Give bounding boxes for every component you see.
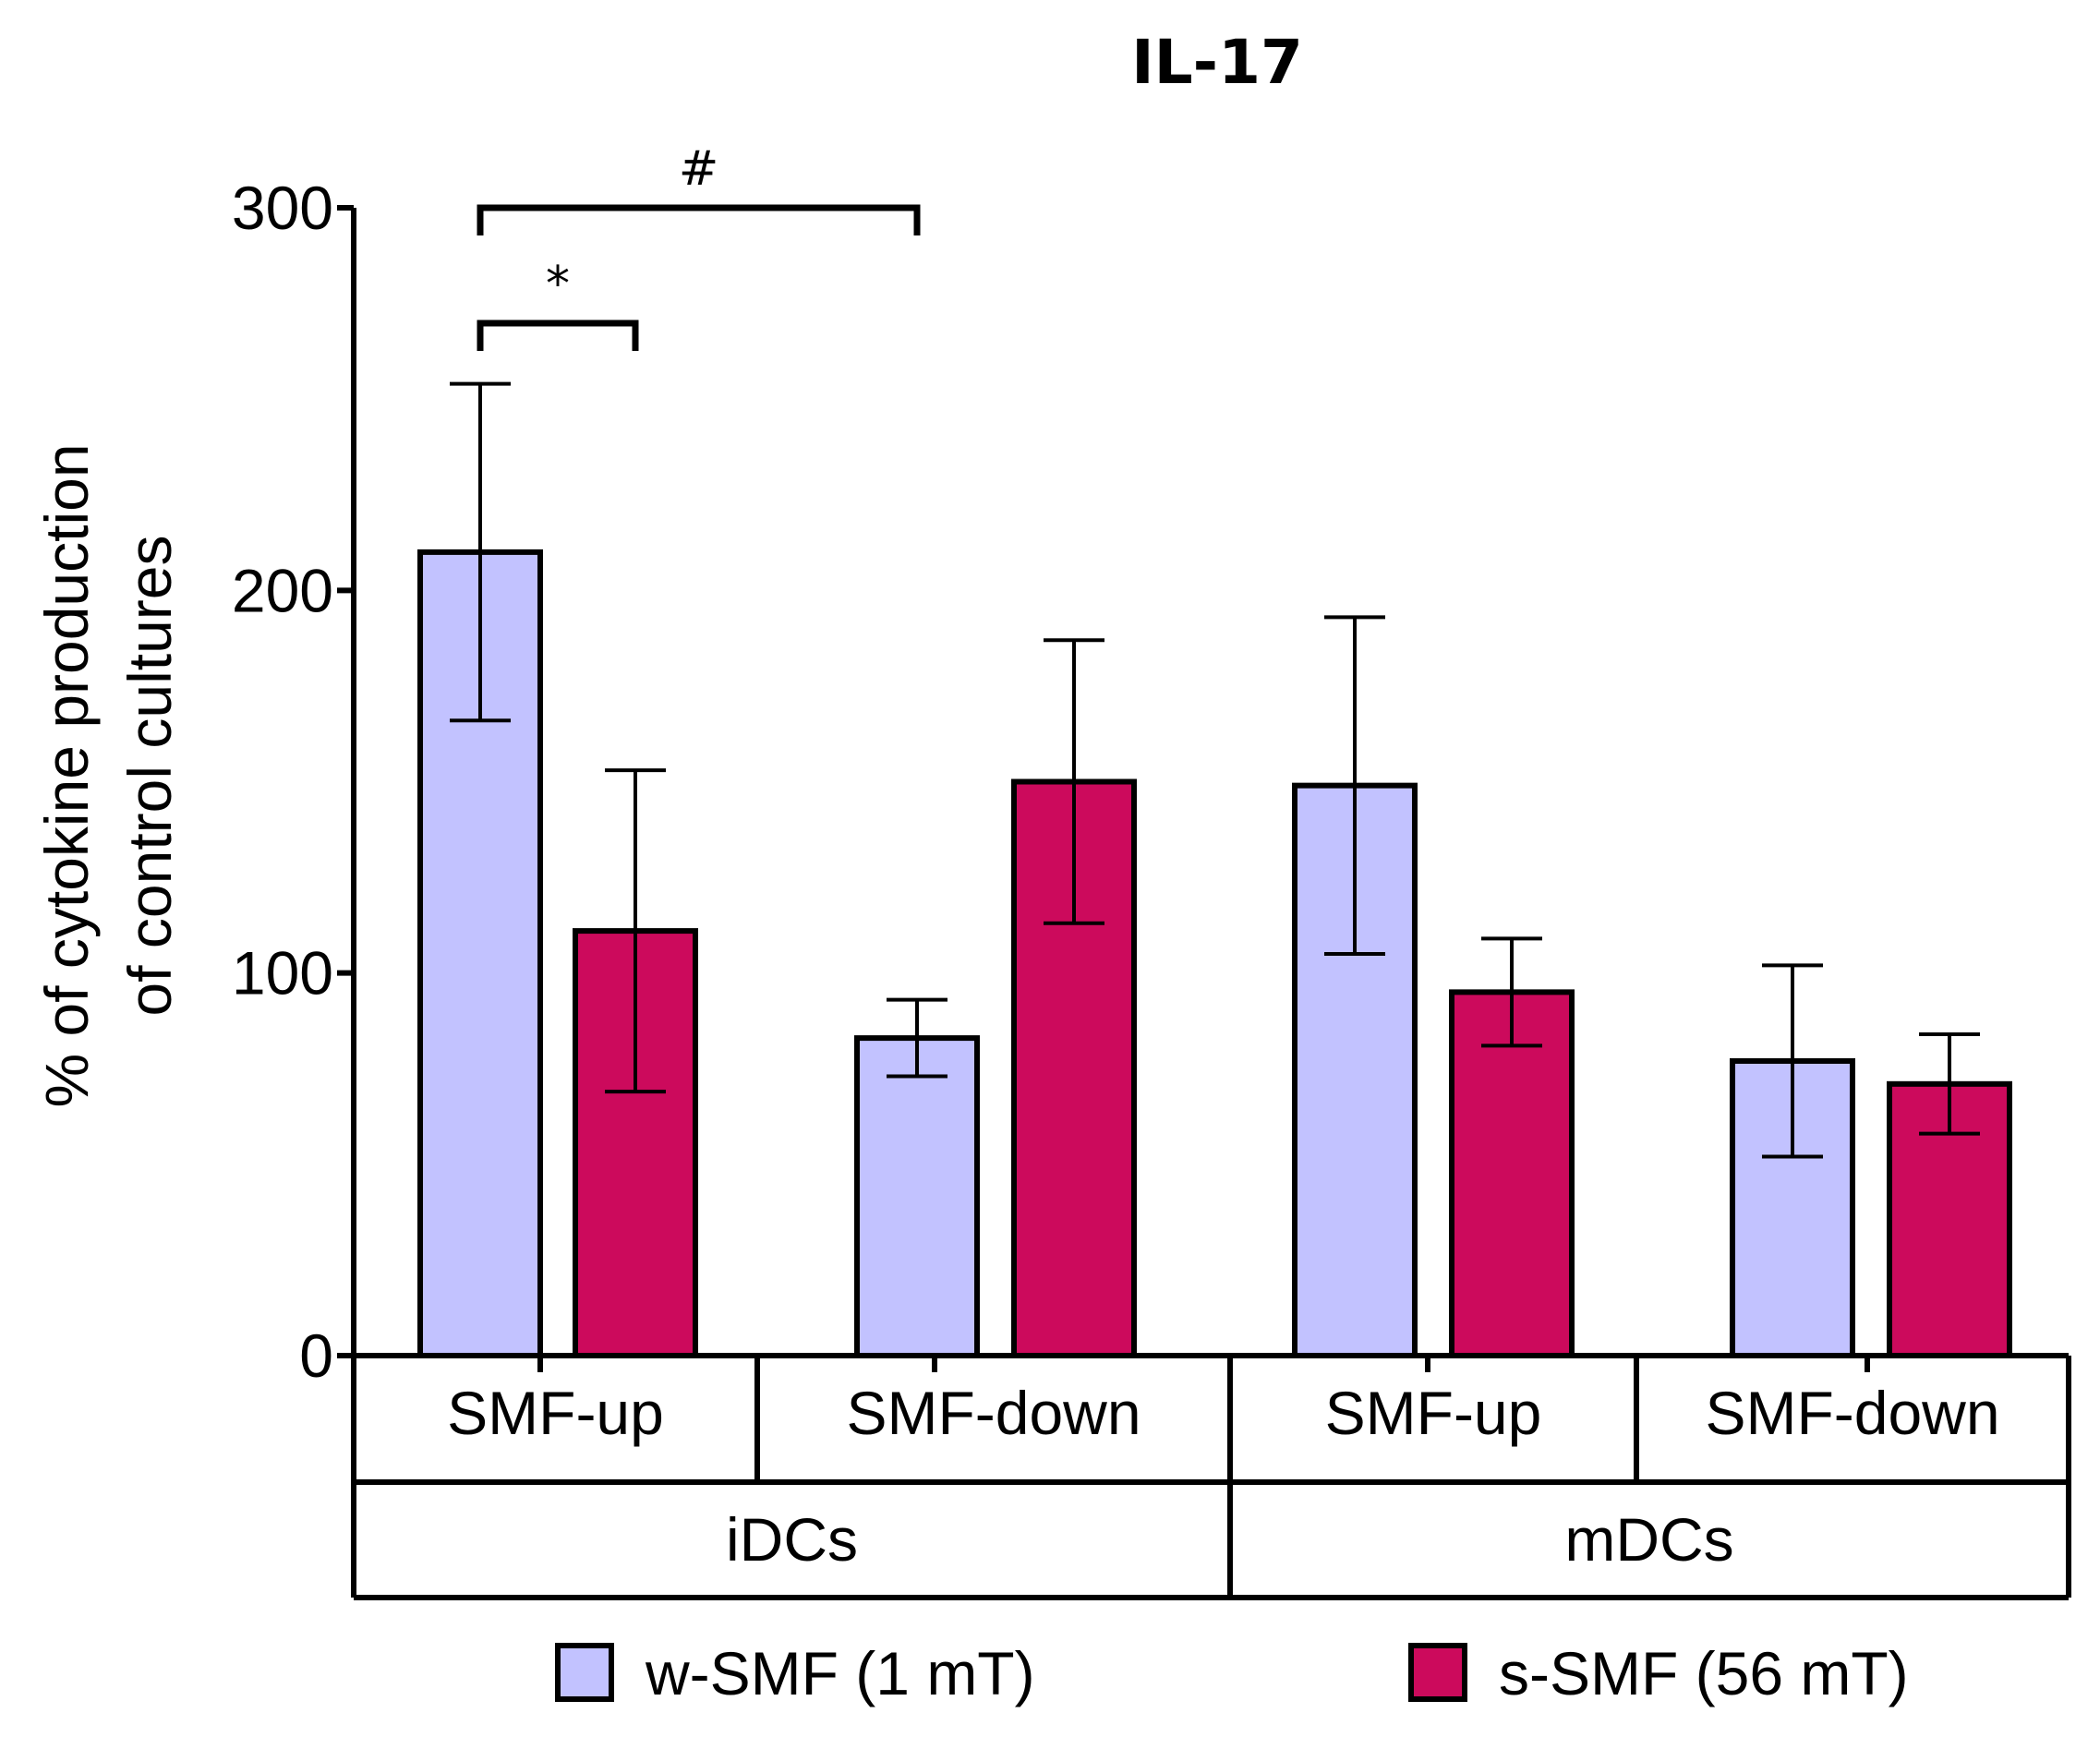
y-tick-label: 100 — [232, 939, 333, 1007]
y-axis-label: % of cytokine production of control cultu… — [32, 443, 184, 1107]
y-tick-label: 300 — [232, 174, 333, 242]
legend-label: w-SMF (1 mT) — [645, 1639, 1035, 1707]
x-category-label: SMF-down — [846, 1379, 1141, 1447]
x-category-label: SMF-up — [447, 1379, 664, 1447]
y-tick-label: 0 — [299, 1321, 333, 1390]
chart-title: IL-17 — [1131, 27, 1303, 98]
x-group-label: mDCs — [1564, 1505, 1733, 1574]
x-category-label: SMF-up — [1325, 1379, 1542, 1447]
y-tick-label: 200 — [232, 556, 333, 624]
x-group-label: iDCs — [726, 1505, 858, 1574]
bar — [1449, 989, 1575, 1358]
y-axis-label-line: % of cytokine production — [32, 443, 101, 1107]
legend-swatch — [1408, 1643, 1467, 1702]
legend-label: s-SMF (56 mT) — [1499, 1639, 1909, 1707]
y-axis-label-line: of control cultures — [115, 536, 184, 1017]
significance-bracket-star-label: * — [546, 257, 570, 312]
significance-bracket-hash — [477, 204, 921, 235]
x-category-label: SMF-down — [1705, 1379, 1999, 1447]
significance-bracket-star — [477, 320, 639, 351]
bar — [854, 1035, 980, 1359]
legend-swatch — [555, 1643, 614, 1702]
significance-bracket-hash-label: # — [679, 141, 719, 197]
